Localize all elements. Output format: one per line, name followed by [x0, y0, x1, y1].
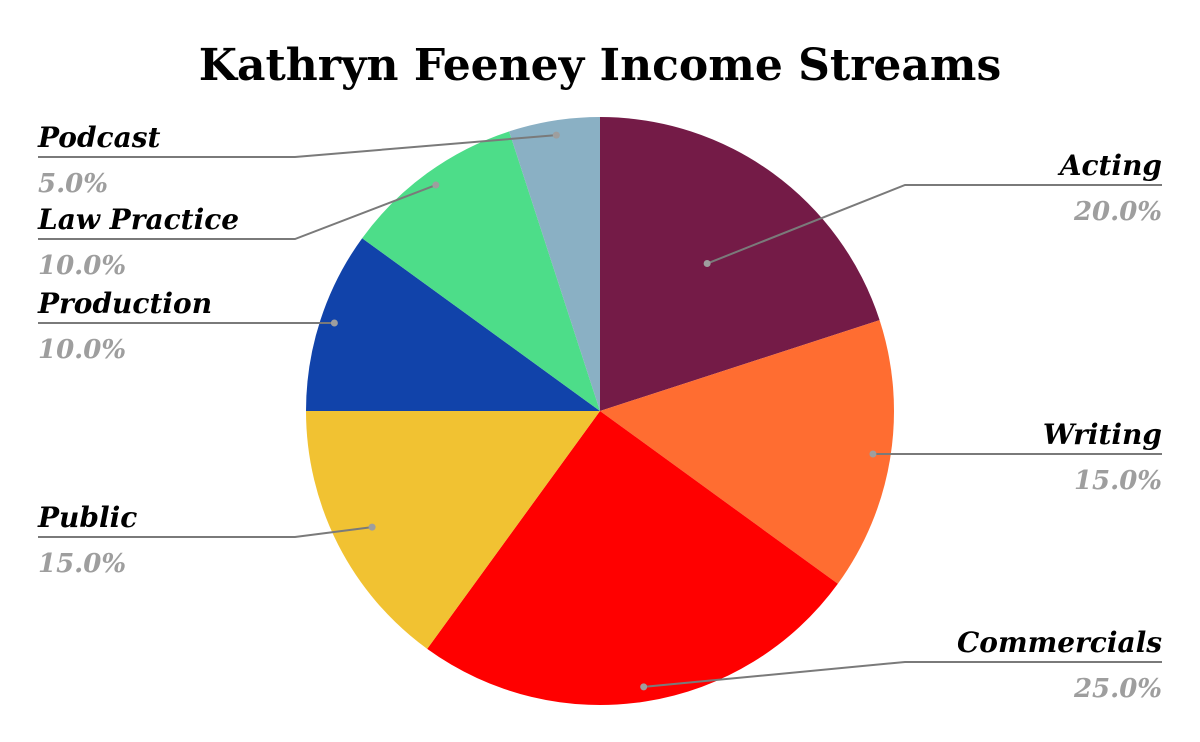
slice-commercials: [427, 411, 838, 705]
slice-percent-production: 10.0%: [38, 335, 126, 365]
leader-line-commercials: [643, 661, 1162, 688]
leader-dot-law-practice: [432, 181, 440, 189]
leader-dot-commercials: [640, 683, 648, 691]
slice-public: [306, 411, 600, 649]
pie-slices: [306, 117, 894, 705]
leader-dot-production: [330, 319, 338, 327]
slice-label-commercials: Commercials: [957, 626, 1162, 659]
slice-label-podcast: Podcast: [37, 121, 161, 154]
slice-production: [306, 238, 600, 411]
slice-podcast: [509, 117, 600, 411]
chart-title: Kathryn Feeney Income Streams: [199, 40, 1002, 91]
leader-line-podcast: [38, 134, 557, 158]
slice-label-public: Public: [37, 501, 137, 534]
slice-percent-podcast: 5.0%: [38, 169, 108, 199]
slice-acting: [600, 117, 880, 411]
slice-percent-commercials: 25.0%: [1073, 674, 1162, 704]
leader-line-law-practice: [38, 184, 437, 240]
slice-law-practice: [362, 131, 600, 411]
leader-dot-public: [368, 523, 376, 531]
leader-line-public: [38, 526, 373, 538]
leader-dot-writing: [869, 450, 877, 458]
slice-percent-public: 15.0%: [38, 549, 126, 579]
slice-label-production: Production: [37, 287, 212, 320]
slice-writing: [600, 320, 894, 584]
leader-dot-podcast: [552, 131, 560, 139]
slice-percent-law-practice: 10.0%: [38, 251, 126, 281]
slice-percent-writing: 15.0%: [1074, 466, 1162, 496]
leader-line-acting: [706, 184, 1162, 265]
slice-label-acting: Acting: [1057, 149, 1162, 182]
slice-label-writing: Writing: [1043, 418, 1162, 451]
slice-percent-acting: 20.0%: [1073, 197, 1162, 227]
leader-dot-acting: [703, 260, 711, 268]
slice-label-law-practice: Law Practice: [37, 203, 239, 236]
slice-labels: Acting 20.0% Writing 15.0% Commercials 25.0% P…: [37, 121, 1162, 704]
